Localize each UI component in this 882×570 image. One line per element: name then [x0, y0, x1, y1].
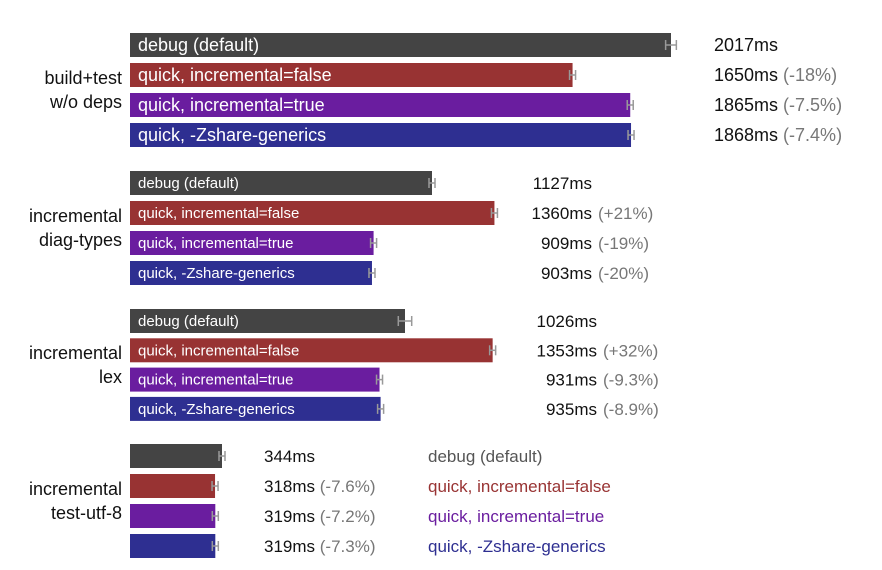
series-label: quick, incremental=true	[138, 95, 325, 115]
series-label: quick, incremental=false	[138, 342, 299, 359]
delta-label: (-19%)	[598, 234, 649, 253]
group-label: incremental	[29, 343, 122, 363]
value-label: 344ms	[264, 447, 315, 466]
bar	[130, 261, 372, 285]
bar	[130, 309, 405, 333]
value-label: 319ms (-7.3%)	[264, 537, 376, 556]
bar	[130, 33, 671, 57]
bar	[130, 231, 374, 255]
bar	[130, 444, 222, 468]
bar	[130, 93, 631, 117]
bar	[130, 338, 493, 363]
error-bar	[218, 451, 226, 461]
group-label: lex	[99, 367, 122, 387]
bar-group: incremental test-utf-8 debug (default) 344m…	[29, 444, 611, 558]
value-label: 1353ms	[537, 341, 597, 360]
delta-label: (-9.3%)	[603, 371, 659, 390]
error-bar	[568, 70, 577, 80]
series-label: quick, incremental=true	[428, 507, 604, 526]
series-label: quick, -Zshare-generics	[138, 401, 295, 418]
bar	[130, 534, 216, 558]
series-label: quick, incremental=true	[138, 235, 294, 252]
error-bar	[375, 374, 384, 385]
series-label: quick, incremental=false	[138, 205, 299, 222]
bar-group: incremental lex debug (default) 1026ms quick…	[29, 309, 659, 421]
value-label: 935ms	[546, 400, 597, 419]
value-label: 1650ms (-18%)	[714, 65, 837, 85]
error-bar	[397, 316, 413, 326]
error-bar	[211, 511, 220, 521]
delta-label: (-20%)	[598, 264, 649, 283]
error-bar	[369, 238, 378, 248]
bar	[130, 396, 381, 421]
series-label: debug (default)	[138, 175, 239, 192]
value-label: 1127ms	[533, 174, 592, 193]
bar	[130, 367, 380, 392]
value-label: 318ms (-7.6%)	[264, 477, 376, 496]
error-bar	[664, 40, 678, 50]
series-label: debug (default)	[138, 35, 259, 55]
bar-group: incremental diag-types debug (default) 1127…	[29, 171, 653, 285]
bar	[130, 504, 216, 528]
value-label: 931ms	[546, 371, 597, 390]
bar	[130, 171, 432, 195]
series-label: quick, incremental=false	[138, 65, 332, 85]
error-bar	[211, 541, 220, 551]
error-bar	[626, 100, 634, 110]
bar	[130, 123, 632, 147]
error-bar	[376, 403, 385, 414]
value-label: 909ms	[541, 234, 592, 253]
series-label: debug (default)	[428, 447, 542, 466]
series-label: quick, -Zshare-generics	[428, 537, 606, 556]
bar	[130, 63, 573, 87]
delta-label: (+21%)	[598, 204, 653, 223]
error-bar	[211, 481, 219, 491]
error-bar	[627, 130, 635, 140]
series-label: quick, -Zshare-generics	[138, 265, 295, 282]
value-label: 319ms (-7.2%)	[264, 507, 376, 526]
group-label: incremental	[29, 206, 122, 226]
value-label: 1026ms	[537, 312, 597, 331]
group-label: diag-types	[39, 230, 122, 250]
error-bar	[488, 345, 497, 356]
value-label: 1865ms (-7.5%)	[714, 95, 842, 115]
value-label: 1360ms	[532, 204, 592, 223]
series-label: debug (default)	[138, 313, 239, 330]
value-label: 2017ms	[714, 35, 778, 55]
delta-label: (-8.9%)	[603, 400, 659, 419]
delta-label: (+32%)	[603, 341, 658, 360]
series-label: quick, incremental=true	[138, 372, 294, 389]
series-label: quick, -Zshare-generics	[138, 125, 326, 145]
bar-group: build+test w/o deps debug (default) 2017ms q…	[44, 33, 842, 147]
bar	[130, 474, 216, 498]
series-label: quick, incremental=false	[428, 477, 611, 496]
group-label: test-utf-8	[51, 503, 122, 523]
value-label: 903ms	[541, 264, 592, 283]
group-label: incremental	[29, 479, 122, 499]
group-label: w/o deps	[49, 92, 122, 112]
error-bar	[428, 178, 436, 188]
error-bar	[490, 208, 499, 218]
value-label: 1868ms (-7.4%)	[714, 125, 842, 145]
error-bar	[368, 268, 376, 278]
group-label: build+test	[44, 68, 122, 88]
bar	[130, 201, 495, 225]
